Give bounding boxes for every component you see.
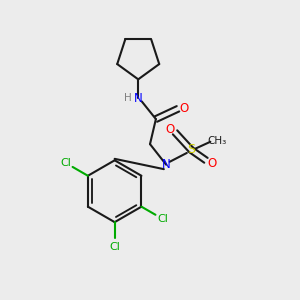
Text: S: S <box>187 143 195 157</box>
Text: Cl: Cl <box>109 242 120 252</box>
Text: H: H <box>124 94 132 103</box>
Text: O: O <box>165 123 174 136</box>
Text: CH₃: CH₃ <box>208 136 227 146</box>
Text: Cl: Cl <box>60 158 71 168</box>
Text: Cl: Cl <box>158 214 169 224</box>
Text: N: N <box>162 158 171 171</box>
Text: O: O <box>180 102 189 115</box>
Text: N: N <box>134 92 142 105</box>
Text: O: O <box>207 157 217 170</box>
